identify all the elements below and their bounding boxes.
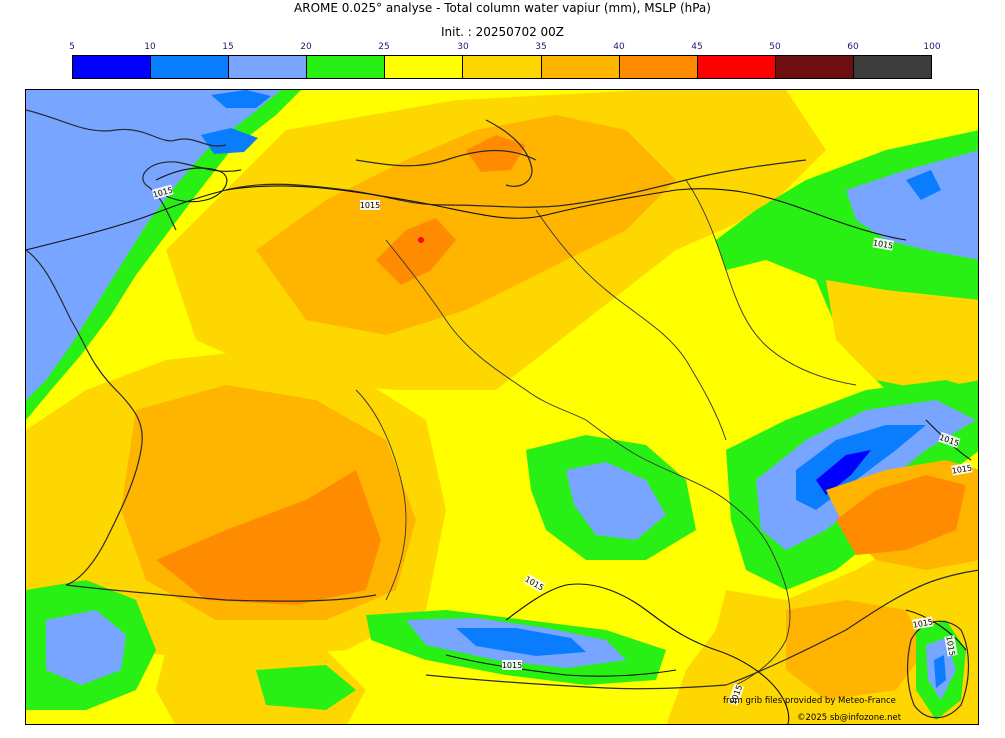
- isobar-labels: 1015 1015 1015 1015 1015 1015: [151, 184, 973, 706]
- colorbar-tick: 5: [69, 42, 75, 52]
- isobar-label: 1015: [872, 238, 894, 250]
- colorbar-tick: 60: [847, 42, 859, 52]
- colorbar-segment: [541, 56, 620, 78]
- field-40-45-belgium: [376, 218, 456, 285]
- field-20-25-spain-mid: [256, 665, 356, 710]
- colorbar-tick: 10: [144, 42, 156, 52]
- field-10-15-corsica: [934, 655, 946, 688]
- colorbar-segment: [697, 56, 776, 78]
- field-10-15-pyrenees: [456, 628, 586, 656]
- field-40-45-sw: [156, 470, 381, 605]
- field-0-10-alps: [816, 450, 871, 495]
- colorbar-segment: [853, 56, 932, 78]
- weather-map: 1015 1015 1015 1015 1015 1015: [25, 89, 979, 725]
- colorbar-tick: 40: [613, 42, 625, 52]
- init-time: Init. : 20250702 00Z: [440, 25, 565, 39]
- colorbar-tick: 50: [769, 42, 781, 52]
- colorbar-segment: [463, 56, 542, 78]
- colorbar-tick: 15: [222, 42, 234, 52]
- isobar-label: 1015: [951, 463, 973, 475]
- field-10-15-nw: [211, 90, 271, 108]
- field-15-20-central: [566, 462, 666, 540]
- field-35-40-north: [256, 115, 676, 335]
- field-15-20-spain: [46, 610, 126, 685]
- colorbar-segment: [307, 56, 386, 78]
- colorbar-tick: 100: [923, 42, 941, 52]
- colorbar-segment: [73, 56, 152, 78]
- field-45-50-spot: [418, 237, 424, 243]
- map-canvas: 1015 1015 1015 1015 1015 1015: [26, 90, 978, 724]
- field-40-45-northsea: [466, 135, 526, 172]
- isobar-label: 1015: [360, 201, 380, 210]
- colorbar-tick: 45: [691, 42, 703, 52]
- colorbar-segment: [619, 56, 698, 78]
- isobars: [26, 167, 972, 724]
- isobar-label: 1015: [944, 635, 956, 657]
- colorbar-segment: [151, 56, 230, 78]
- field-10-15-ne: [906, 170, 941, 200]
- colorbar-tick: 30: [457, 42, 469, 52]
- colorbar-tick: 20: [300, 42, 312, 52]
- field-15-20-alps: [756, 400, 976, 550]
- colorbar-tick: 35: [535, 42, 547, 52]
- coastlines: [26, 109, 978, 719]
- field-15-20-atlantic: [26, 90, 281, 400]
- data-source-credit: from grib files provided by Meteo-France: [723, 696, 896, 706]
- colorbar-segment: [775, 56, 854, 78]
- field-35-40-italy-south: [786, 600, 926, 700]
- copyright-credit: ©2025 sb@infozone.net: [797, 713, 902, 723]
- field-15-20-ne: [846, 150, 978, 260]
- field-40-45-italy: [836, 475, 966, 555]
- isobar-label: 1015: [912, 617, 934, 629]
- isobar-label: 1015: [502, 661, 522, 670]
- colorbar-segment: [385, 56, 464, 78]
- colorbar: [72, 55, 932, 79]
- borders: [355, 179, 857, 686]
- map-title: AROME 0.025° analyse - Total column wate…: [294, 1, 711, 15]
- colorbar-segment: [229, 56, 308, 78]
- field-10-15-channel: [201, 128, 258, 154]
- colorbar-tick: 25: [378, 42, 390, 52]
- field-30-35-east: [826, 280, 978, 390]
